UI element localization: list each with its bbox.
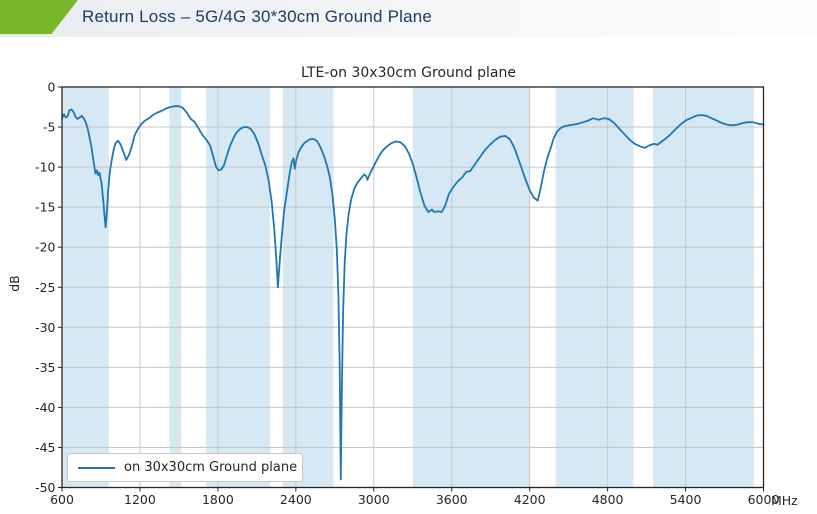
y-tick-label: -50: [35, 480, 55, 495]
y-tick-label: -25: [35, 280, 55, 295]
x-tick-label: 4800: [592, 492, 624, 507]
return-loss-curve: [61, 105, 765, 481]
x-tick-label: 1200: [124, 492, 156, 507]
y-tick-label: -15: [35, 200, 55, 215]
y-tick-label: -35: [35, 360, 55, 375]
y-tick-label: 0: [48, 80, 56, 95]
slide-header: Return Loss – 5G/4G 30*30cm Ground Plane: [0, 0, 817, 37]
x-axis-unit-label: MHz: [771, 493, 798, 508]
y-tick-label: -45: [35, 440, 55, 455]
y-tick-label: -5: [43, 120, 55, 135]
y-tick-label: -20: [35, 240, 55, 255]
y-tick-label: -10: [35, 160, 55, 175]
y-tick-label: -40: [35, 400, 55, 415]
legend-label: on 30x30cm Ground plane: [124, 460, 298, 475]
x-tick-label: 5400: [670, 492, 702, 507]
legend-line-sample: [78, 466, 115, 469]
slide-title: Return Loss – 5G/4G 30*30cm Ground Plane: [82, 7, 433, 26]
x-tick-label: 6000: [748, 492, 780, 507]
x-tick-label: 4200: [514, 492, 546, 507]
chart-legend: on 30x30cm Ground plane: [67, 453, 303, 482]
x-tick-label: 1800: [202, 492, 234, 507]
x-tick-label: 3000: [358, 492, 390, 507]
x-tick-label: 2400: [280, 492, 312, 507]
header-accent-shape: [0, 0, 78, 34]
x-tick-label: 600: [50, 492, 74, 507]
y-axis-label: dB: [6, 275, 22, 292]
x-tick-label: 3600: [436, 492, 468, 507]
chart-title: LTE-on 30x30cm Ground plane: [301, 65, 516, 81]
y-tick-label: -30: [35, 320, 55, 335]
